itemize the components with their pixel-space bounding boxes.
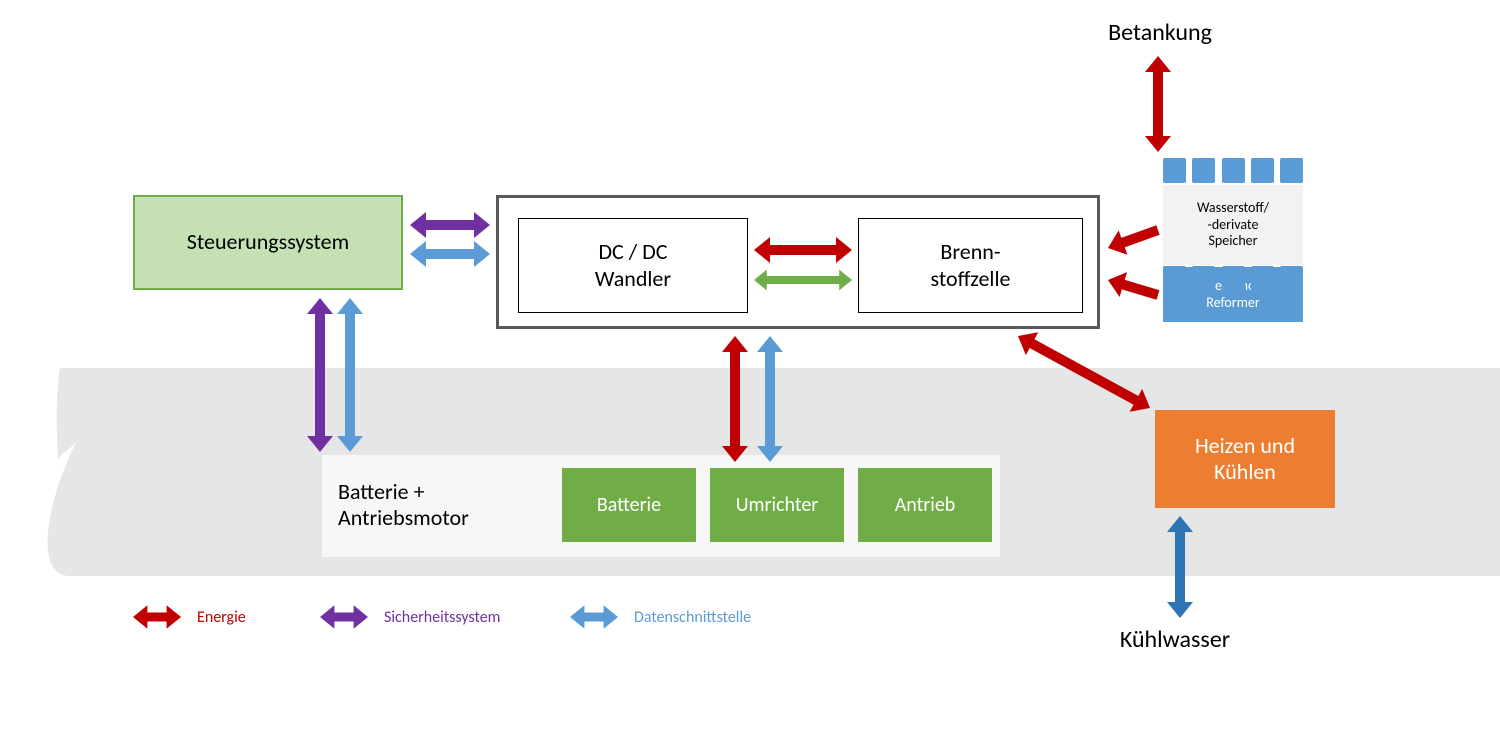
storage-towers-top — [1163, 158, 1303, 183]
node-umrichter: Umrichter — [710, 468, 844, 542]
legend-item-sicherheitssystem: Sicherheitssystem — [320, 605, 500, 629]
node-brennstoffzelle-label: Brenn- stoffzelle — [931, 239, 1011, 292]
legend-arrow-icon — [133, 605, 185, 629]
node-heizen: Heizen und Kühlen — [1155, 410, 1335, 508]
node-brennstoffzelle: Brenn- stoffzelle — [858, 218, 1083, 313]
legend-label: Sicherheitssystem — [384, 608, 500, 627]
kuehlwasser-label: Kühlwasser — [1075, 625, 1275, 654]
node-bat_group_label: Batterie + Antriebsmotor — [330, 460, 550, 550]
tower-segment — [1192, 158, 1215, 183]
node-umrichter-label: Umrichter — [736, 493, 819, 517]
tower-segment — [1192, 266, 1215, 291]
storage-towers-bottom — [1163, 266, 1303, 291]
node-dcdc-label: DC / DC Wandler — [595, 239, 671, 292]
node-dcdc: DC / DC Wandler — [518, 218, 748, 313]
tower-segment — [1163, 158, 1186, 183]
tower-segment — [1280, 158, 1303, 183]
tower-segment — [1280, 266, 1303, 291]
tower-segment — [1251, 266, 1274, 291]
tower-segment — [1163, 266, 1186, 291]
node-speicher: Wasserstoff/ -derivate Speicher — [1163, 185, 1303, 265]
legend-item-datenschnittstelle: Datenschnittstelle — [570, 605, 751, 629]
node-steuerung-label: Steuerungssystem — [187, 229, 349, 255]
tower-segment — [1222, 266, 1245, 291]
ship-hull-background — [0, 0, 1500, 740]
legend-arrow-icon — [570, 605, 622, 629]
legend-item-energie: Energie — [133, 605, 246, 629]
legend-arrow-icon — [320, 605, 372, 629]
node-batterie: Batterie — [562, 468, 696, 542]
node-speicher-label: Wasserstoff/ -derivate Speicher — [1197, 200, 1269, 250]
legend-label: Energie — [197, 608, 246, 627]
node-bat_group_label-label: Batterie + Antriebsmotor — [338, 479, 469, 532]
node-batterie-label: Batterie — [597, 493, 661, 517]
node-antrieb-label: Antrieb — [895, 493, 956, 517]
tower-segment — [1222, 158, 1245, 183]
legend-label: Datenschnittstelle — [634, 608, 751, 627]
betankung-label: Betankung — [1060, 18, 1260, 47]
tower-segment — [1251, 158, 1274, 183]
node-antrieb: Antrieb — [858, 468, 992, 542]
node-heizen-label: Heizen und Kühlen — [1195, 433, 1295, 486]
node-steuerung: Steuerungssystem — [133, 195, 403, 290]
